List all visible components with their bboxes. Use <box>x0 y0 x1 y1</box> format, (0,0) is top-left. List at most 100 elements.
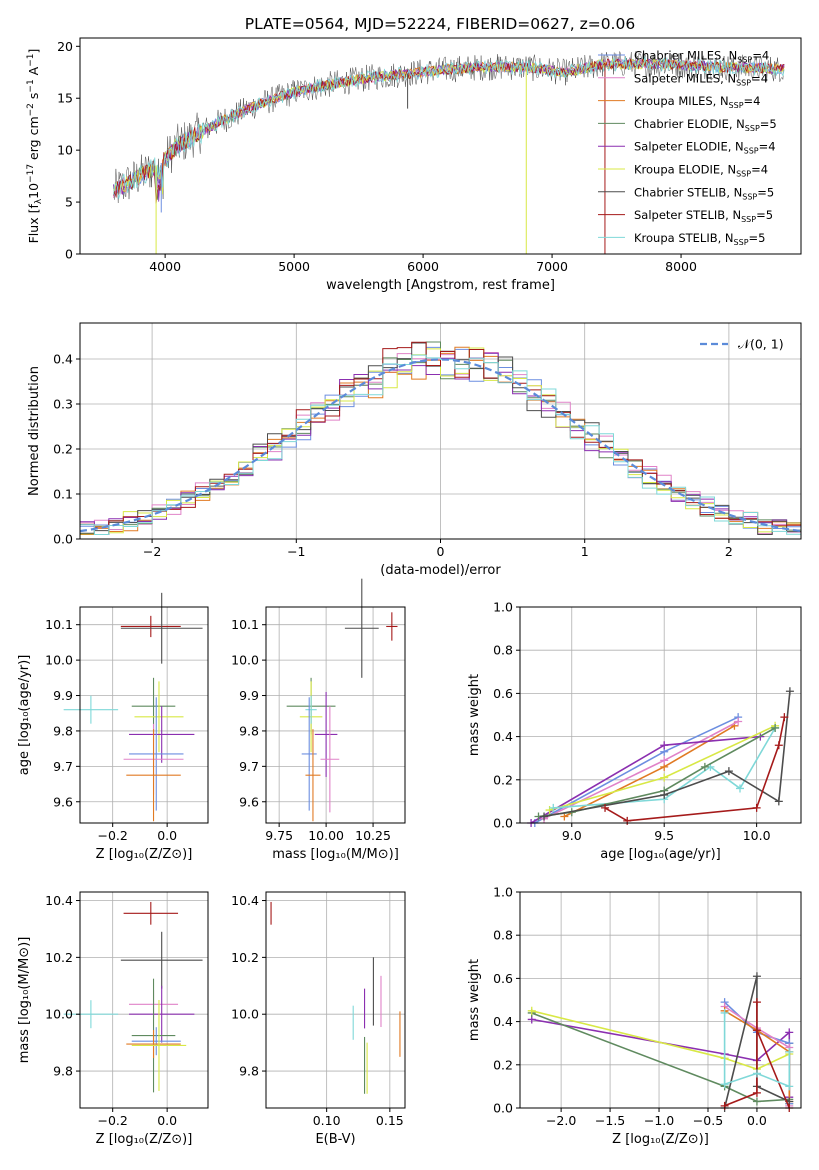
legend-label-part: Kroupa STELIB, N <box>634 231 734 245</box>
x-tick-label: 0.10 <box>313 1113 341 1128</box>
legend-label: Chabrier ELODIE, NSSP=5 <box>634 117 777 133</box>
y-tick-label: 0.0 <box>53 532 73 547</box>
x-tick-label: 8000 <box>665 259 697 274</box>
x-tick-label: 0.0 <box>747 1113 767 1128</box>
legend-label-part: SSP <box>745 124 760 133</box>
legend-label-part: =4 <box>759 140 776 154</box>
x-axis-label: Z [log₁₀(Z/Z⊙)] <box>96 1132 193 1147</box>
axes-frame <box>79 37 802 255</box>
x-axis-label: age [log₁₀(age/yr)] <box>600 847 721 862</box>
x-tick-label: 0.0 <box>157 1113 177 1128</box>
weight-marker <box>720 1008 729 1017</box>
legend-label: Kroupa STELIB, NSSP=5 <box>634 231 765 247</box>
weight-marker <box>780 713 789 722</box>
weight-marker <box>720 1101 729 1110</box>
legend-label-part: =5 <box>760 117 777 131</box>
age-vs-metallicity-panel: −0.2 0.0 9.6 9.7 9.8 9.9 10.0 10.1 Z [log₁₀(Z/Z⊙… <box>17 592 209 862</box>
y-tick-label: 9.6 <box>239 794 259 809</box>
weight-marker <box>660 756 669 765</box>
y-axis-label-part: −1 <box>26 79 36 92</box>
legend-label: Chabrier STELIB, NSSP=5 <box>634 185 774 201</box>
histogram-series-step <box>80 354 801 535</box>
y-tick-label: 10.1 <box>231 617 259 632</box>
legend-label-part: =5 <box>757 185 774 199</box>
weight-marker <box>735 784 744 793</box>
y-tick-label: 15 <box>57 91 73 106</box>
y-tick-label: 10.0 <box>45 1007 73 1022</box>
y-axis-label: Normed distribution <box>27 366 42 496</box>
y-tick-label: 10.1 <box>45 617 73 632</box>
y-tick-label: 0.4 <box>53 352 73 367</box>
weight-marker <box>724 767 733 776</box>
x-tick-label: 2 <box>725 544 733 559</box>
y-tick-label: 0.4 <box>493 1014 513 1029</box>
x-tick-label: 9.5 <box>654 828 674 843</box>
x-tick-label: 10.00 <box>308 828 344 843</box>
y-tick-label: 9.8 <box>239 1064 259 1079</box>
legend-label-part: =4 <box>744 94 761 108</box>
y-tick-label: 0.3 <box>53 397 73 412</box>
legend-label: Chabrier MILES, NSSP=4 <box>634 49 769 65</box>
legend-label-part: SSP <box>744 147 759 156</box>
x-tick-label: 1 <box>581 544 589 559</box>
weight-marker <box>660 790 669 799</box>
y-axis-label-part: Flux [f <box>26 204 41 244</box>
y-tick-label: 9.8 <box>53 723 73 738</box>
y-tick-label: 20 <box>57 39 73 54</box>
x-tick-label: −0.2 <box>98 828 128 843</box>
axes-frame <box>265 606 406 824</box>
y-tick-label: 0.8 <box>493 643 513 658</box>
legend-label: Salpeter ELODIE, NSSP=4 <box>634 140 776 156</box>
weight-marker <box>752 1069 761 1078</box>
y-tick-label: 0.0 <box>493 1101 513 1116</box>
x-axis-label: E(B-V) <box>315 1132 355 1147</box>
legend-label-part: SSP <box>737 56 752 65</box>
figure-title: PLATE=0564, MJD=52224, FIBERID=0627, z=0… <box>245 15 635 33</box>
weight-marker <box>785 1082 794 1091</box>
weight-marker <box>527 1006 536 1015</box>
weight-marker <box>752 803 761 812</box>
x-tick-label: 7000 <box>536 259 568 274</box>
x-tick-label: 10.25 <box>355 828 391 843</box>
y-tick-label: 9.8 <box>53 1064 73 1079</box>
x-tick-label: 0.15 <box>376 1113 404 1128</box>
y-tick-label: 9.8 <box>239 723 259 738</box>
x-tick-label: −1.0 <box>644 1113 674 1128</box>
y-tick-label: 9.9 <box>239 688 259 703</box>
legend-label-part: Kroupa MILES, N <box>634 94 729 108</box>
weight-marker <box>623 816 632 825</box>
x-axis-label: Z [log₁₀(Z/Z⊙)] <box>96 847 193 862</box>
legend-label: 𝒩(0, 1) <box>738 337 784 352</box>
weight-marker <box>540 812 549 821</box>
y-tick-label: 0.6 <box>493 686 513 701</box>
y-tick-label: 10.4 <box>45 893 73 908</box>
legend-label-part: =5 <box>749 231 766 245</box>
legend-label-part: Salpeter MILES, N <box>634 71 736 85</box>
y-axis-label: mass [log₁₀(M/M⊙)] <box>17 937 32 1064</box>
axes-frame <box>265 891 406 1109</box>
weight-marker <box>549 803 558 812</box>
y-tick-label: 0.2 <box>493 772 513 787</box>
y-tick-label: 9.9 <box>53 688 73 703</box>
weight-marker <box>752 1097 761 1106</box>
weight-series-line <box>724 1002 791 1109</box>
mass-vs-extinction-panel: 0.10 0.15 9.8 10.0 10.2 10.4 E(B-V) <box>231 891 406 1147</box>
weight-marker <box>734 717 743 726</box>
y-axis-label: Flux [fλ10−17 erg cm−2 s−1 A−1] <box>26 49 44 244</box>
y-axis-label-part: s <box>26 93 41 104</box>
legend-label-part: Chabrier STELIB, N <box>634 185 742 199</box>
legend-label-part: =4 <box>751 163 768 177</box>
x-tick-label: 4000 <box>149 259 181 274</box>
y-tick-label: 0.6 <box>493 971 513 986</box>
y-tick-label: 10.0 <box>231 1007 259 1022</box>
x-tick-label: 10.0 <box>743 828 771 843</box>
x-tick-label: −0.2 <box>98 1113 128 1128</box>
weight-series-line <box>531 1018 791 1098</box>
y-axis-label: mass weight <box>467 959 482 1041</box>
y-tick-label: 10.2 <box>231 950 259 965</box>
y-tick-label: 0.2 <box>493 1057 513 1072</box>
legend-label: Salpeter STELIB, NSSP=5 <box>634 208 773 224</box>
weight-marker <box>660 773 669 782</box>
x-tick-label: 6000 <box>407 259 439 274</box>
